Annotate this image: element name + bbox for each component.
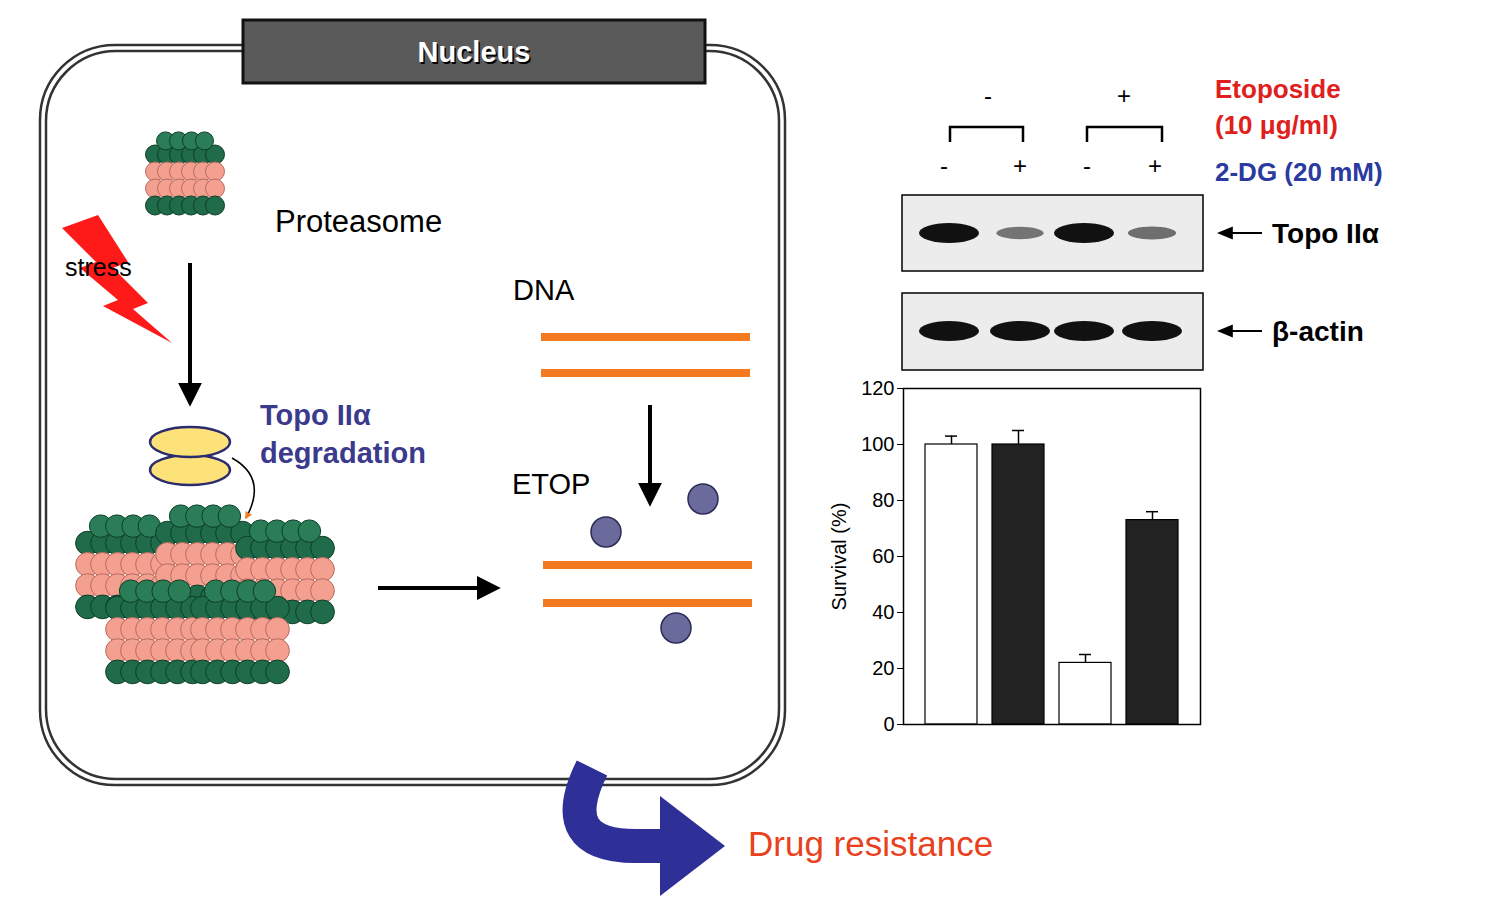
svg-text:Proteasome: Proteasome <box>275 204 442 239</box>
svg-text:+: + <box>1148 152 1162 179</box>
svg-text:2-DG (20 mM): 2-DG (20 mM) <box>1215 157 1383 187</box>
svg-text:Nucleus: Nucleus <box>418 36 531 68</box>
svg-text:(10 μg/ml): (10 μg/ml) <box>1215 110 1338 140</box>
svg-text:60: 60 <box>872 545 894 567</box>
svg-text:40: 40 <box>872 601 894 623</box>
svg-text:Survival (%): Survival (%) <box>828 503 850 611</box>
svg-text:degradation: degradation <box>260 437 426 469</box>
svg-text:Topo IIα: Topo IIα <box>260 399 371 431</box>
svg-text:-: - <box>940 152 948 179</box>
svg-text:β-actin: β-actin <box>1272 316 1364 347</box>
svg-text:120: 120 <box>861 380 894 399</box>
svg-text:ETOP: ETOP <box>512 468 590 500</box>
svg-text:Etoposide: Etoposide <box>1215 74 1341 104</box>
svg-text:0: 0 <box>883 713 894 735</box>
svg-text:DNA: DNA <box>513 274 575 306</box>
svg-text:stress: stress <box>65 253 132 281</box>
svg-text:80: 80 <box>872 489 894 511</box>
svg-text:Topo IIα: Topo IIα <box>1272 218 1379 249</box>
svg-text:20: 20 <box>872 657 894 679</box>
svg-text:+: + <box>1117 82 1131 109</box>
svg-text:100: 100 <box>861 433 894 455</box>
svg-text:+: + <box>1013 152 1027 179</box>
svg-text:-: - <box>1083 152 1091 179</box>
svg-text:-: - <box>984 82 992 109</box>
svg-text:Drug resistance: Drug resistance <box>748 824 993 863</box>
